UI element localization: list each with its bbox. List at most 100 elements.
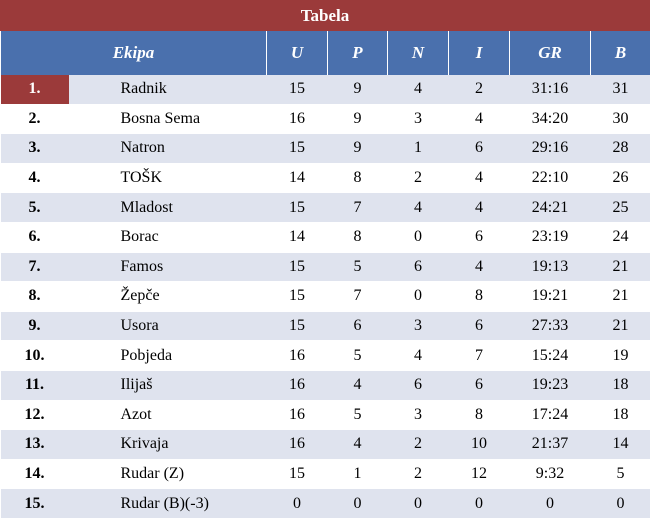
cell-p: 1 — [328, 459, 388, 489]
cell-p: 6 — [328, 311, 388, 341]
cell-b: 21 — [591, 282, 650, 312]
cell-p: 5 — [328, 252, 388, 282]
header-i: I — [449, 31, 510, 75]
cell-i: 12 — [449, 459, 510, 489]
cell-u: 15 — [267, 134, 328, 164]
cell-i: 4 — [449, 104, 510, 134]
cell-u: 16 — [267, 430, 328, 460]
cell-p: 4 — [328, 430, 388, 460]
cell-gr: 9:32 — [510, 459, 591, 489]
cell-p: 4 — [328, 370, 388, 400]
cell-rank: 11. — [1, 370, 69, 400]
cell-b: 18 — [591, 370, 650, 400]
cell-team: Pobjeda — [69, 341, 267, 371]
cell-i: 6 — [449, 134, 510, 164]
cell-team: Borac — [69, 222, 267, 252]
cell-b: 31 — [591, 75, 650, 104]
cell-team: Rudar (B)(-3) — [69, 489, 267, 519]
cell-u: 15 — [267, 282, 328, 312]
header-row: Ekipa U P N I GR B — [1, 31, 650, 75]
cell-p: 0 — [328, 489, 388, 519]
cell-b: 14 — [591, 430, 650, 460]
cell-gr: 23:19 — [510, 222, 591, 252]
cell-i: 6 — [449, 311, 510, 341]
cell-i: 2 — [449, 75, 510, 104]
cell-n: 6 — [388, 252, 449, 282]
cell-team: Ilijaš — [69, 370, 267, 400]
cell-team: Radnik — [69, 75, 267, 104]
cell-u: 0 — [267, 489, 328, 519]
cell-p: 9 — [328, 134, 388, 164]
cell-i: 10 — [449, 430, 510, 460]
cell-p: 9 — [328, 104, 388, 134]
cell-n: 3 — [388, 311, 449, 341]
cell-b: 0 — [591, 489, 650, 519]
cell-team: Azot — [69, 400, 267, 430]
cell-team: Usora — [69, 311, 267, 341]
header-p: P — [328, 31, 388, 75]
cell-gr: 0 — [510, 489, 591, 519]
cell-p: 9 — [328, 75, 388, 104]
cell-i: 6 — [449, 222, 510, 252]
cell-gr: 22:10 — [510, 163, 591, 193]
cell-team: Krivaja — [69, 430, 267, 460]
cell-n: 3 — [388, 400, 449, 430]
cell-rank: 5. — [1, 193, 69, 223]
cell-rank: 3. — [1, 134, 69, 164]
cell-b: 28 — [591, 134, 650, 164]
cell-gr: 31:16 — [510, 75, 591, 104]
header-gr: GR — [510, 31, 591, 75]
cell-rank: 12. — [1, 400, 69, 430]
cell-gr: 19:23 — [510, 370, 591, 400]
cell-i: 4 — [449, 252, 510, 282]
header-u: U — [267, 31, 328, 75]
header-b: B — [591, 31, 650, 75]
cell-gr: 19:13 — [510, 252, 591, 282]
cell-n: 4 — [388, 341, 449, 371]
cell-b: 30 — [591, 104, 650, 134]
cell-p: 5 — [328, 400, 388, 430]
cell-team: TOŠK — [69, 163, 267, 193]
cell-rank: 14. — [1, 459, 69, 489]
cell-u: 16 — [267, 341, 328, 371]
cell-rank: 6. — [1, 222, 69, 252]
cell-gr: 24:21 — [510, 193, 591, 223]
cell-b: 21 — [591, 311, 650, 341]
cell-team: Bosna Sema — [69, 104, 267, 134]
cell-gr: 17:24 — [510, 400, 591, 430]
cell-gr: 19:21 — [510, 282, 591, 312]
cell-b: 25 — [591, 193, 650, 223]
cell-u: 14 — [267, 163, 328, 193]
cell-i: 4 — [449, 193, 510, 223]
cell-gr: 27:33 — [510, 311, 591, 341]
cell-b: 26 — [591, 163, 650, 193]
cell-team: Famos — [69, 252, 267, 282]
cell-p: 5 — [328, 341, 388, 371]
cell-rank: 9. — [1, 311, 69, 341]
cell-rank: 13. — [1, 430, 69, 460]
cell-i: 4 — [449, 163, 510, 193]
cell-n: 2 — [388, 459, 449, 489]
cell-i: 6 — [449, 370, 510, 400]
cell-i: 0 — [449, 489, 510, 519]
cell-gr: 29:16 — [510, 134, 591, 164]
cell-gr: 15:24 — [510, 341, 591, 371]
cell-team: Natron — [69, 134, 267, 164]
cell-u: 15 — [267, 75, 328, 104]
cell-i: 8 — [449, 282, 510, 312]
cell-n: 6 — [388, 370, 449, 400]
cell-n: 0 — [388, 489, 449, 519]
cell-n: 0 — [388, 282, 449, 312]
